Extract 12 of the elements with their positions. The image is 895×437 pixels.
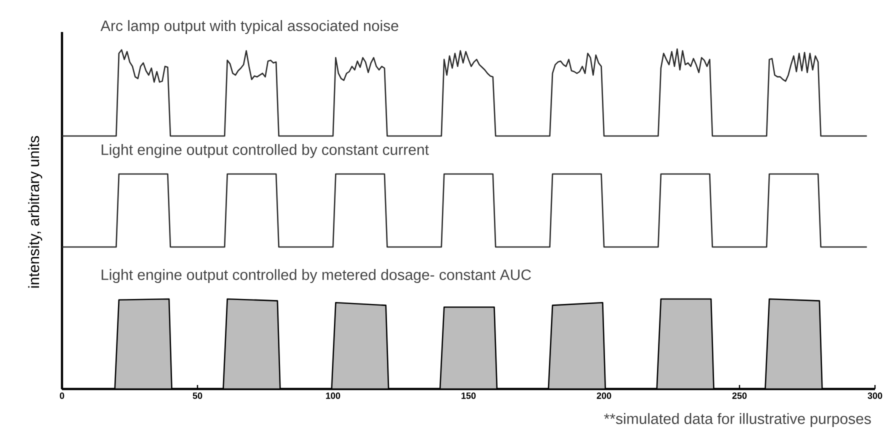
x-tick-label: 100 [326, 392, 340, 399]
y-axis-title: intensity, arbitrary units [28, 136, 42, 288]
x-tick-label: 250 [732, 392, 747, 399]
chart-title: Light engine output controlled by constant current [102, 144, 429, 158]
x-tick-label: 50 [192, 392, 202, 399]
chart-title: Arc lamp output with typical associated noise [100, 20, 398, 34]
x-tick-label: 300 [868, 392, 882, 399]
chart-title: Light engine output controlled by metered dosage- constant AUC [102, 269, 531, 284]
x-tick-label: 200 [596, 392, 612, 399]
x-tick-label: 150 [462, 392, 476, 399]
text: **simulated data for illustrative purposes [604, 413, 871, 428]
x-tick-label: 0 [60, 392, 64, 399]
